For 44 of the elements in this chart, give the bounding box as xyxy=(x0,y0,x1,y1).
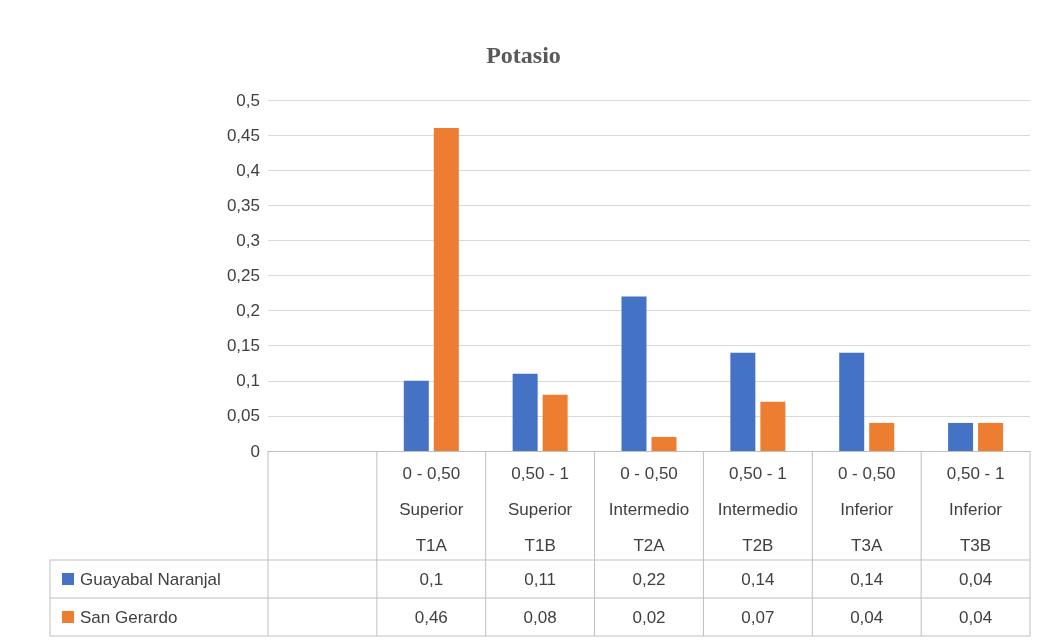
bar xyxy=(948,422,974,451)
x-tick-label: 0 - 0,50 Superior T1A xyxy=(399,463,464,555)
y-tick-label: 0,3 xyxy=(236,230,260,250)
data-label: 0,11 xyxy=(524,569,557,589)
legend-label: Guayabal Naranjal xyxy=(80,569,221,589)
data-label: 0,07 xyxy=(741,607,775,627)
bar xyxy=(433,128,459,451)
y-tick-label: 0,15 xyxy=(226,336,260,356)
y-tick-label: 0,45 xyxy=(226,125,260,145)
data-label: 0,1 xyxy=(419,569,444,589)
data-label: 0,08 xyxy=(523,607,557,627)
bar xyxy=(839,352,865,451)
bar xyxy=(978,422,1004,451)
chart-title: Potasio xyxy=(486,42,561,68)
data-label: 0,22 xyxy=(632,569,666,589)
data-label: 0,02 xyxy=(632,607,666,627)
bar xyxy=(651,436,677,451)
x-tick-label: 0 - 0,50 Inferior T3A xyxy=(837,463,896,555)
data-label: 0,04 xyxy=(959,607,993,627)
x-tick-label: 0,50 - 1 Superior T1B xyxy=(508,463,573,555)
y-tick-label: 0,1 xyxy=(236,371,260,391)
y-tick-label: 0 xyxy=(250,441,260,461)
y-tick-label: 0,25 xyxy=(226,266,260,285)
x-tick-label: 0,50 - 1 Intermedio T2B xyxy=(717,463,799,555)
data-label: 0,46 xyxy=(414,607,448,627)
x-tick-label: 0 - 0,50 Intermedio T2A xyxy=(608,463,690,555)
bar xyxy=(621,296,647,451)
y-tick-label: 0,5 xyxy=(236,90,260,110)
bar xyxy=(403,380,429,451)
data-label: 0,14 xyxy=(741,569,775,589)
bar xyxy=(512,373,538,451)
bar xyxy=(760,401,786,451)
data-label: 0,04 xyxy=(959,569,993,589)
bar xyxy=(542,394,568,451)
legend-label: San Gerardo xyxy=(80,607,178,627)
y-tick-label: 0,4 xyxy=(236,160,260,180)
y-tick-label: 0,05 xyxy=(226,406,260,426)
bar xyxy=(730,352,756,451)
y-tick-label: 0,35 xyxy=(226,195,260,215)
x-tick-label: 0,50 - 1 Inferior T3B xyxy=(946,463,1005,555)
data-label: 0,14 xyxy=(850,569,884,589)
bar xyxy=(869,422,895,451)
y-tick-label: 0,2 xyxy=(236,301,260,321)
data-label: 0,04 xyxy=(850,607,884,627)
